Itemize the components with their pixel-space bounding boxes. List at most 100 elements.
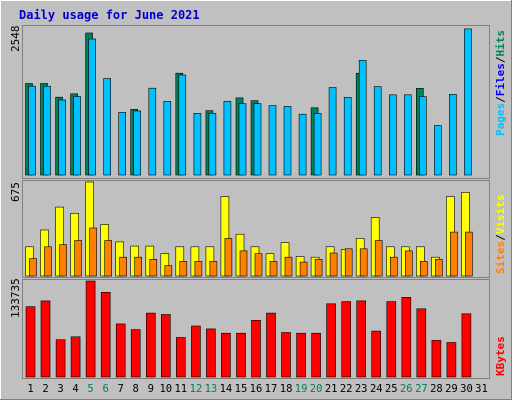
pages-bar-day-15 xyxy=(238,103,247,176)
pages-bar-day-26 xyxy=(403,94,412,176)
x-label-day-9: 9 xyxy=(148,383,154,395)
x-label-day-29: 29 xyxy=(445,383,458,395)
legend-sep-2: / xyxy=(494,56,507,63)
legend-kbytes: KBytes xyxy=(494,336,507,376)
sites-bar-day-21 xyxy=(329,252,338,277)
sites-bar-day-28 xyxy=(435,258,443,277)
sites-bar-day-4 xyxy=(74,240,82,277)
kbytes-bar-day-21 xyxy=(326,303,336,378)
pages-bar-day-27 xyxy=(418,96,427,176)
sites-bar-day-3 xyxy=(59,244,67,277)
kbytes-bar-day-23 xyxy=(356,300,367,378)
sites-bar-day-12 xyxy=(194,261,203,277)
sites-bar-day-5 xyxy=(89,227,97,277)
kbytes-bar-day-16 xyxy=(251,319,261,378)
pages-bar-day-19 xyxy=(298,113,307,176)
sites-bar-day-8 xyxy=(134,256,142,277)
x-label-day-3: 3 xyxy=(57,383,63,395)
legend-pages: Pages xyxy=(494,103,507,136)
sites-bar-day-26 xyxy=(404,250,413,277)
x-label-day-24: 24 xyxy=(370,383,383,395)
pages-bar-day-25 xyxy=(388,94,397,176)
kbytes-bar-day-13 xyxy=(206,328,216,378)
pages-bar-day-21 xyxy=(328,87,337,176)
x-label-day-25: 25 xyxy=(385,383,398,395)
legend-sites: Sites xyxy=(494,241,507,274)
sites-bar-day-6 xyxy=(104,240,112,277)
legend-sep-3: / xyxy=(494,234,507,241)
sites-bar-day-23 xyxy=(359,248,368,277)
kbytes-bar-day-15 xyxy=(236,332,246,378)
x-label-day-23: 23 xyxy=(355,383,368,395)
kbytes-bar-day-17 xyxy=(266,312,276,378)
sites-bar-day-9 xyxy=(149,258,158,277)
pages-bar-day-5 xyxy=(88,38,96,176)
pages-bar-day-2 xyxy=(43,85,51,176)
pages-bar-day-29 xyxy=(449,94,457,176)
legend-hits: Hits xyxy=(494,30,507,57)
pages-bar-day-1 xyxy=(28,85,36,176)
x-label-day-30: 30 xyxy=(460,383,473,395)
x-axis-labels: 1 2 3 4 5 6 7 8 9 10 11 12 13 14 15 16 17 18 19 20 21 22 23 24 2… xyxy=(27,383,487,395)
sites-bar-day-27 xyxy=(419,261,428,277)
sites-bar-day-1 xyxy=(29,258,37,277)
x-label-day-11: 11 xyxy=(174,383,187,395)
bars-layer xyxy=(25,28,473,378)
x-label-day-28: 28 xyxy=(430,383,443,395)
kbytes-bar-day-9 xyxy=(146,312,156,378)
pages-bar-day-23 xyxy=(358,59,367,176)
kbytes-ymax-label: 133735 xyxy=(9,278,22,318)
x-label-day-19: 19 xyxy=(295,383,308,395)
pages-bar-day-16 xyxy=(253,103,262,176)
kbytes-bar-day-7 xyxy=(115,323,126,378)
x-label-day-8: 8 xyxy=(133,383,139,395)
x-label-day-20: 20 xyxy=(310,383,323,395)
kbytes-bar-day-26 xyxy=(401,296,412,378)
x-label-day-27: 27 xyxy=(415,383,428,395)
sites-bar-day-14 xyxy=(224,238,233,277)
pages-bar-day-28 xyxy=(434,125,442,176)
kbytes-bar-day-10 xyxy=(161,314,171,378)
legend-sep-1: / xyxy=(494,96,507,103)
kbytes-bar-day-6 xyxy=(100,291,111,378)
kbytes-bar-day-1 xyxy=(25,306,36,378)
panel-hits-frame xyxy=(22,25,490,179)
x-label-day-10: 10 xyxy=(159,383,172,395)
kbytes-bar-day-3 xyxy=(55,339,66,378)
x-label-day-7: 7 xyxy=(118,383,124,395)
sites-bar-day-10 xyxy=(164,265,173,277)
pages-bar-day-14 xyxy=(223,101,232,176)
x-label-day-13: 13 xyxy=(205,383,218,395)
kbytes-bar-day-22 xyxy=(341,301,352,378)
kbytes-bar-day-27 xyxy=(416,308,427,378)
kbytes-bar-day-8 xyxy=(130,329,141,378)
x-label-day-2: 2 xyxy=(42,383,48,395)
kbytes-bar-day-28 xyxy=(431,340,442,378)
pages-bar-day-30 xyxy=(464,28,472,176)
kbytes-bar-day-20 xyxy=(311,332,321,378)
x-label-day-14: 14 xyxy=(220,383,233,395)
kbytes-bar-day-5 xyxy=(85,280,96,378)
kbytes-bar-day-30 xyxy=(461,313,472,378)
kbytes-bar-day-2 xyxy=(40,300,51,378)
sites-bar-day-16 xyxy=(254,253,263,277)
kbytes-bar-day-19 xyxy=(296,332,306,378)
pages-bar-day-13 xyxy=(208,113,217,176)
legend-files: Files xyxy=(494,63,507,96)
hits-ymax-label: 2548 xyxy=(9,26,22,53)
x-label-day-4: 4 xyxy=(72,383,78,395)
pages-bar-day-3 xyxy=(58,99,66,176)
pages-bar-day-8 xyxy=(133,110,141,176)
x-label-day-16: 16 xyxy=(250,383,263,395)
visits-ymax-label: 675 xyxy=(9,182,22,202)
pages-bar-day-24 xyxy=(373,86,382,176)
legend-hits-files-pages: Pages/Files/Hits xyxy=(494,30,507,136)
pages-bar-day-22 xyxy=(343,97,352,176)
panel-kbytes-frame xyxy=(22,279,490,379)
legend-visits-sites: Sites/Visits xyxy=(494,195,507,275)
chart-title: Daily usage for June 2021 xyxy=(19,8,200,22)
sites-bar-day-20 xyxy=(314,258,323,277)
x-label-day-21: 21 xyxy=(325,383,338,395)
